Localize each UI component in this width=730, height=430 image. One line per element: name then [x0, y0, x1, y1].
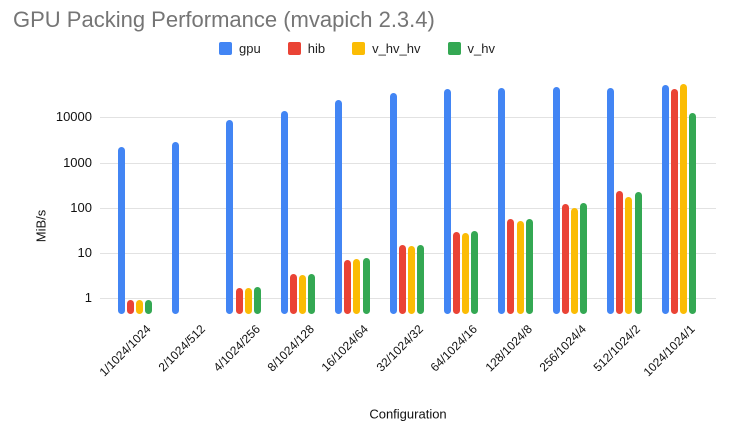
gridline-100 — [100, 207, 716, 209]
bar-v_hv[interactable] — [634, 191, 642, 314]
legend-label: hib — [307, 41, 326, 56]
bar-gpu[interactable] — [498, 88, 506, 314]
x-tick-label: 1024/1024/1 — [640, 322, 698, 380]
bar-hib[interactable] — [507, 218, 515, 314]
bar-v_hv_hv[interactable] — [299, 274, 306, 314]
x-tick-label: 4/1024/256 — [210, 322, 263, 375]
x-tick-label: 2/1024/512 — [155, 322, 209, 375]
bar-gpu[interactable] — [226, 119, 234, 314]
legend-label: v_hv — [467, 41, 495, 56]
legend-swatch-icon — [287, 42, 301, 55]
y-tick-label: 10000 — [55, 109, 92, 125]
bar-v_hv_hv[interactable] — [407, 246, 415, 314]
bar-hib[interactable] — [453, 231, 460, 314]
bar-v_hv[interactable] — [308, 273, 316, 314]
bar-gpu[interactable] — [443, 89, 451, 314]
bar-v_hv_hv[interactable] — [625, 197, 633, 314]
bar-gpu[interactable] — [552, 86, 560, 314]
x-tick-label: 8/1024/128 — [264, 322, 317, 375]
bar-v_hv[interactable] — [253, 286, 261, 314]
legend-label: v_hv_hv — [372, 41, 421, 56]
bar-gpu[interactable] — [607, 88, 615, 314]
bar-gpu[interactable] — [117, 147, 125, 314]
legend-item-v_hv_hv[interactable]: v_hv_hv — [352, 41, 421, 56]
bar-hib[interactable] — [235, 287, 243, 314]
bar-v_hv_hv[interactable] — [244, 287, 252, 314]
legend-label: gpu — [239, 41, 261, 56]
bar-hib[interactable] — [289, 274, 297, 314]
chart-title: GPU Packing Performance (mvapich 2.3.4) — [13, 7, 435, 32]
bar-v_hv[interactable] — [689, 112, 696, 314]
gridline-1000 — [100, 162, 716, 164]
bar-v_hv[interactable] — [580, 203, 588, 314]
y-axis-title: MiB/s — [33, 209, 49, 243]
y-tick-label: 1 — [84, 290, 92, 306]
bar-v_hv_hv[interactable] — [462, 232, 470, 314]
bar-v_hv[interactable] — [471, 230, 479, 314]
bar-hib[interactable] — [398, 245, 406, 314]
x-tick-label: 64/1024/16 — [427, 322, 481, 375]
bar-v_hv[interactable] — [144, 300, 152, 314]
bar-v_hv_hv[interactable] — [571, 208, 578, 314]
x-tick-label: 32/1024/32 — [373, 322, 426, 375]
y-tick-label: 10 — [77, 245, 92, 261]
x-tick-label: 128/1024/8 — [482, 322, 535, 375]
x-tick-label: 16/1024/64 — [318, 322, 372, 375]
bar-v_hv_hv[interactable] — [516, 221, 524, 314]
x-tick-label: 256/1024/4 — [536, 322, 589, 375]
legend-item-gpu[interactable]: gpu — [219, 41, 261, 56]
bar-gpu[interactable] — [280, 111, 288, 314]
bar-hib[interactable] — [344, 259, 352, 314]
legend-item-hib[interactable]: hib — [287, 41, 326, 56]
bar-v_hv[interactable] — [525, 218, 533, 314]
legend-item-v_hv[interactable]: v_hv — [447, 41, 495, 56]
bar-v_hv[interactable] — [416, 245, 424, 314]
bar-gpu[interactable] — [335, 100, 343, 314]
bar-v_hv[interactable] — [362, 258, 370, 314]
x-tick-label: 512/1024/2 — [590, 322, 644, 375]
bar-v_hv_hv[interactable] — [135, 300, 143, 314]
y-tick-label: 1000 — [63, 154, 92, 170]
legend-swatch-icon — [352, 42, 366, 55]
x-tick-label: 1/1024/1024 — [96, 322, 154, 380]
legend: gpu hib v_hv_hv v_hv — [0, 41, 722, 56]
bar-hib[interactable] — [616, 190, 624, 314]
bar-hib[interactable] — [670, 89, 678, 314]
bar-gpu[interactable] — [171, 142, 179, 314]
bar-hib[interactable] — [561, 204, 569, 314]
bar-gpu[interactable] — [661, 84, 669, 314]
bar-v_hv_hv[interactable] — [679, 84, 687, 314]
y-tick-label: 100 — [70, 199, 92, 215]
bar-hib[interactable] — [126, 300, 134, 314]
legend-swatch-icon — [447, 42, 461, 55]
bar-gpu[interactable] — [389, 92, 397, 314]
gridline-10000 — [100, 117, 716, 119]
legend-swatch-icon — [219, 42, 233, 55]
bar-v_hv_hv[interactable] — [353, 259, 361, 314]
x-axis-title: Configuration — [369, 406, 447, 422]
